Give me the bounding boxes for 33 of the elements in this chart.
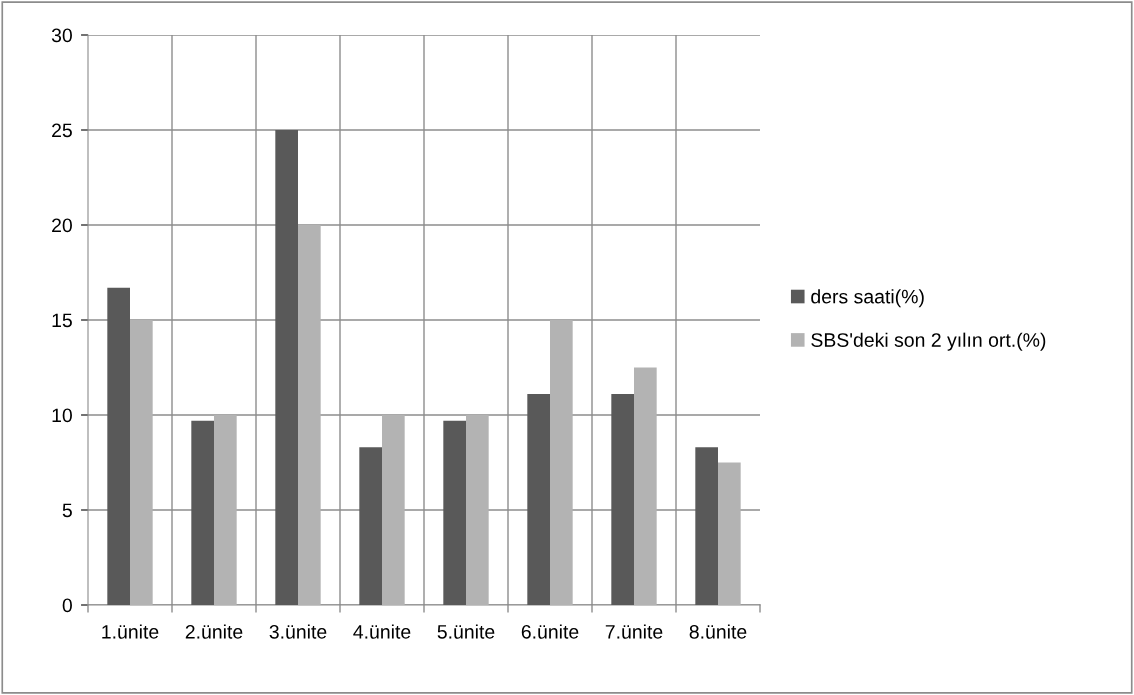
x-tick-label: 2.ünite xyxy=(185,624,243,639)
bar xyxy=(130,320,153,605)
bar xyxy=(214,415,237,605)
bar xyxy=(298,225,321,605)
x-tick-label: 4.ünite xyxy=(353,624,411,639)
y-tick-label: 30 xyxy=(51,28,72,43)
x-tick-label: 6.ünite xyxy=(521,624,579,639)
bar xyxy=(718,462,741,605)
x-tick-label: 3.ünite xyxy=(269,624,327,639)
bar xyxy=(611,394,634,605)
bar xyxy=(550,320,573,605)
x-tick-label: 1.ünite xyxy=(102,624,159,639)
y-tick-label: 15 xyxy=(52,313,72,328)
y-tick-label: 5 xyxy=(62,503,72,518)
y-tick-label: 10 xyxy=(52,408,72,423)
bar xyxy=(382,415,405,605)
bar xyxy=(695,447,718,605)
bar xyxy=(634,367,657,605)
y-tick-label: 20 xyxy=(52,218,72,233)
bar xyxy=(191,420,214,605)
bar xyxy=(466,415,489,605)
y-tick-label: 25 xyxy=(52,123,72,138)
x-tick-label: 8.ünite xyxy=(689,624,747,639)
bar xyxy=(443,420,466,605)
bar xyxy=(359,447,382,605)
x-tick-label: 5.ünite xyxy=(437,624,495,639)
legend-label: SBS'deki son 2 yılın ort.(%) xyxy=(811,332,1046,351)
y-tick-label: 0 xyxy=(62,598,72,613)
bar xyxy=(107,287,130,605)
legend-label: ders saati(%) xyxy=(811,289,924,308)
x-tick-label: 7.ünite xyxy=(605,624,663,639)
bar xyxy=(275,130,298,605)
bar xyxy=(527,394,550,605)
